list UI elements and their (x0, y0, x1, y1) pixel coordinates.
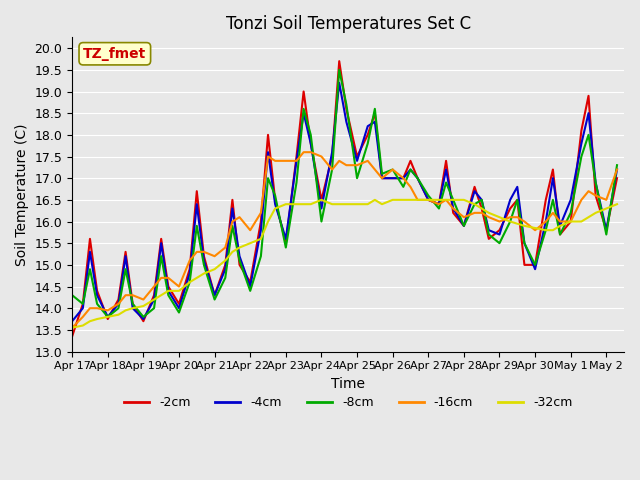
-32cm (342, 201, 350, 207)
-4cm (211, 292, 218, 298)
-4cm (68, 318, 76, 324)
-16cm (115, 301, 122, 307)
-16cm (613, 167, 621, 172)
-2cm (115, 297, 122, 302)
-4cm (175, 305, 183, 311)
Line: -16cm: -16cm (72, 152, 617, 328)
-4cm (613, 167, 621, 172)
-8cm (221, 275, 229, 281)
-8cm (613, 162, 621, 168)
-8cm (186, 279, 193, 285)
-4cm (549, 175, 557, 181)
Y-axis label: Soil Temperature (C): Soil Temperature (C) (15, 123, 29, 266)
-4cm (342, 119, 350, 125)
-2cm (406, 158, 414, 164)
-32cm (317, 197, 325, 203)
-32cm (115, 312, 122, 318)
-8cm (413, 175, 421, 181)
-32cm (175, 288, 183, 294)
Line: -8cm: -8cm (72, 70, 617, 317)
-16cm (300, 149, 307, 155)
Text: TZ_fmet: TZ_fmet (83, 47, 147, 61)
Line: -32cm: -32cm (72, 200, 617, 328)
-2cm (613, 175, 621, 181)
-2cm (549, 167, 557, 172)
-32cm (613, 201, 621, 207)
-32cm (406, 197, 414, 203)
-32cm (549, 228, 557, 233)
-8cm (122, 266, 129, 272)
-16cm (175, 284, 183, 289)
Title: Tonzi Soil Temperatures Set C: Tonzi Soil Temperatures Set C (225, 15, 470, 33)
-4cm (115, 301, 122, 307)
-2cm (342, 106, 350, 112)
-2cm (211, 292, 218, 298)
-8cm (556, 232, 564, 238)
-2cm (175, 301, 183, 307)
-2cm (335, 58, 343, 64)
-4cm (335, 80, 343, 86)
-8cm (68, 292, 76, 298)
-8cm (104, 314, 111, 320)
Line: -4cm: -4cm (72, 83, 617, 321)
X-axis label: Time: Time (331, 377, 365, 391)
-16cm (549, 210, 557, 216)
-16cm (342, 162, 350, 168)
-8cm (335, 67, 343, 72)
-32cm (68, 325, 76, 331)
-32cm (211, 266, 218, 272)
-16cm (211, 253, 218, 259)
-8cm (353, 175, 361, 181)
-2cm (68, 334, 76, 339)
Legend: -2cm, -4cm, -8cm, -16cm, -32cm: -2cm, -4cm, -8cm, -16cm, -32cm (119, 391, 577, 414)
-4cm (406, 167, 414, 172)
-16cm (406, 184, 414, 190)
-16cm (68, 325, 76, 331)
Line: -2cm: -2cm (72, 61, 617, 336)
